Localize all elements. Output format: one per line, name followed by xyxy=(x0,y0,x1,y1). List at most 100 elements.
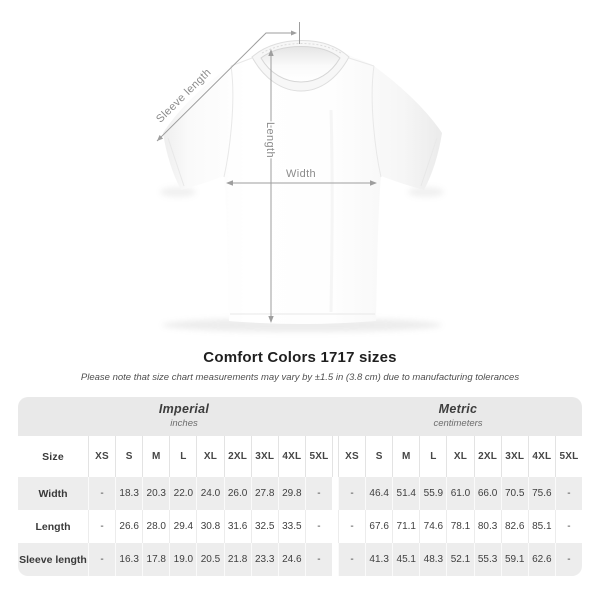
measurement-cell-metric: 46.4 xyxy=(365,477,393,510)
column-gap xyxy=(331,436,338,477)
size-header-metric: 3XL xyxy=(500,436,528,477)
metric-group-header: Metric centimeters xyxy=(433,402,482,429)
tshirt-sleeve-shadow-left xyxy=(160,187,196,197)
measurement-cell-metric: - xyxy=(337,510,366,543)
tshirt-collar-opening xyxy=(260,45,341,83)
length-arrow-top xyxy=(268,49,274,56)
tshirt-diagram-svg: Width Length Sleeve length xyxy=(153,22,444,332)
measurement-cell-metric: 71.1 xyxy=(392,510,420,543)
size-header-imperial: L xyxy=(169,436,197,477)
measurement-cell-metric: 78.1 xyxy=(446,510,474,543)
armhole-seam-right xyxy=(371,65,382,178)
measurement-cell-imperial: 24.0 xyxy=(196,477,224,510)
size-header-imperial: XL xyxy=(196,436,224,477)
length-arrow-bottom xyxy=(268,316,274,323)
imperial-label: Imperial xyxy=(158,402,210,416)
measurement-cell-metric: 59.1 xyxy=(500,543,528,576)
size-header-imperial: XS xyxy=(88,436,116,477)
tshirt-shadow xyxy=(162,318,442,332)
measurement-cell-metric: 67.6 xyxy=(365,510,393,543)
measurement-cell-imperial: 26.0 xyxy=(223,477,251,510)
shoulder-seam-right xyxy=(348,57,375,67)
measurement-cell-imperial: - xyxy=(88,477,116,510)
size-column-header: Size xyxy=(18,436,88,477)
measurement-cell-imperial: 29.8 xyxy=(277,477,305,510)
size-header-metric: M xyxy=(392,436,420,477)
measurement-cell-metric: 80.3 xyxy=(473,510,501,543)
measurement-cell-imperial: 32.5 xyxy=(250,510,278,543)
measurement-cell-metric: 55.3 xyxy=(473,543,501,576)
size-header-imperial: 5XL xyxy=(304,436,332,477)
measurement-cell-imperial: 31.6 xyxy=(223,510,251,543)
size-header-imperial: 3XL xyxy=(250,436,278,477)
measurement-cell-imperial: - xyxy=(304,543,332,576)
imperial-unit-label: inches xyxy=(170,418,198,429)
row-label: Sleeve length xyxy=(18,543,88,576)
size-header-imperial: 2XL xyxy=(223,436,251,477)
measurement-cell-imperial: 16.3 xyxy=(115,543,143,576)
size-header-metric: XS xyxy=(337,436,366,477)
tshirt-body xyxy=(163,47,442,324)
page-title: Comfort Colors 1717 sizes xyxy=(203,349,397,366)
measurement-cell-metric: 55.9 xyxy=(419,477,447,510)
measurement-cell-imperial: 21.8 xyxy=(223,543,251,576)
measurement-cell-imperial: 20.3 xyxy=(142,477,170,510)
size-header-imperial: S xyxy=(115,436,143,477)
sleeve-measure-line xyxy=(156,32,291,142)
measurement-cell-imperial: - xyxy=(304,510,332,543)
measurement-cell-metric: 61.0 xyxy=(446,477,474,510)
length-label: Length xyxy=(264,122,276,158)
column-gap xyxy=(331,477,338,510)
tshirt-sleeve-shadow-right xyxy=(408,187,444,197)
measurement-cell-metric: 41.3 xyxy=(365,543,393,576)
sleeve-arrow-end xyxy=(157,135,164,141)
imperial-group-header: Imperial inches xyxy=(159,402,209,429)
armhole-seam-left xyxy=(223,65,234,178)
measurement-cell-imperial: 18.3 xyxy=(115,477,143,510)
size-header-metric: 2XL xyxy=(473,436,501,477)
size-header-metric: XL xyxy=(446,436,474,477)
measurement-cell-imperial: 24.6 xyxy=(277,543,305,576)
size-header-metric: L xyxy=(419,436,447,477)
width-arrow-right xyxy=(370,180,377,186)
measurement-cell-imperial: 29.4 xyxy=(169,510,197,543)
measurement-cell-metric: 74.6 xyxy=(419,510,447,543)
table-group-header: Imperial inches Metric centimeters xyxy=(18,397,582,436)
tshirt-diagram: Width Length Sleeve length xyxy=(153,22,444,332)
measurement-cell-metric: 52.1 xyxy=(446,543,474,576)
measurement-cell-metric: 48.3 xyxy=(419,543,447,576)
column-gap xyxy=(331,543,338,576)
measurement-cell-imperial: 20.5 xyxy=(196,543,224,576)
cuff-stitch-left xyxy=(167,137,185,187)
width-arrow-left xyxy=(226,180,233,186)
body-fold xyxy=(329,109,334,313)
measurement-cell-metric: 85.1 xyxy=(527,510,555,543)
measurement-cell-imperial: 17.8 xyxy=(142,543,170,576)
measurement-cell-metric: 45.1 xyxy=(392,543,420,576)
size-header-metric: S xyxy=(365,436,393,477)
measurement-cell-metric: 70.5 xyxy=(500,477,528,510)
size-header-metric: 4XL xyxy=(527,436,555,477)
size-note: Please note that size chart measurements… xyxy=(80,372,520,383)
metric-unit-label: centimeters xyxy=(433,418,483,429)
measurement-cell-imperial: 22.0 xyxy=(169,477,197,510)
measurement-cell-metric: - xyxy=(554,543,582,576)
measurement-cell-imperial: 28.0 xyxy=(142,510,170,543)
size-header-imperial: M xyxy=(142,436,170,477)
measurement-cell-metric: - xyxy=(337,543,366,576)
measurement-cell-imperial: 19.0 xyxy=(169,543,197,576)
size-chart-grid: Size XS S M L XL 2XL 3XL 4XL 5XL XS S M L XL 2XL 3XL 4XL 5… xyxy=(18,436,582,576)
measurement-cell-imperial: 26.6 xyxy=(115,510,143,543)
row-label: Width xyxy=(18,477,88,510)
measurement-cell-metric: 82.6 xyxy=(500,510,528,543)
column-gap xyxy=(331,510,338,543)
measurement-cell-imperial: 33.5 xyxy=(277,510,305,543)
measurement-cell-metric: - xyxy=(554,477,582,510)
measurement-cell-imperial: 27.8 xyxy=(250,477,278,510)
measurement-cell-imperial: - xyxy=(88,543,116,576)
size-header-metric: 5XL xyxy=(554,436,582,477)
measurement-cell-metric: 51.4 xyxy=(392,477,420,510)
row-label: Length xyxy=(18,510,88,543)
collar-stitching xyxy=(261,42,342,54)
